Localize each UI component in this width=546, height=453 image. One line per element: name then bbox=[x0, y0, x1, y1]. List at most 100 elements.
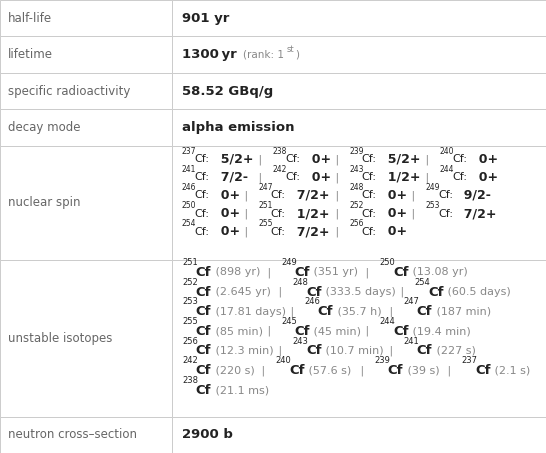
Text: Cf: Cf bbox=[195, 344, 211, 357]
Text: 254: 254 bbox=[414, 278, 430, 287]
Text: 249: 249 bbox=[281, 258, 296, 267]
Text: |: | bbox=[241, 190, 252, 201]
Bar bbox=[172, 0, 546, 36]
Text: 254: 254 bbox=[182, 219, 197, 228]
Text: Cf: Cf bbox=[295, 266, 310, 279]
Text: |: | bbox=[385, 306, 396, 317]
Text: |: | bbox=[256, 172, 266, 183]
Text: 247: 247 bbox=[258, 183, 273, 192]
Text: 0+: 0+ bbox=[470, 171, 498, 184]
Text: 0+: 0+ bbox=[212, 207, 240, 220]
Text: (2.645 yr): (2.645 yr) bbox=[211, 287, 270, 297]
Text: (19.4 min): (19.4 min) bbox=[410, 326, 471, 336]
Text: (227 s): (227 s) bbox=[432, 346, 476, 356]
Bar bbox=[0, 109, 172, 146]
Text: (35.7 h): (35.7 h) bbox=[334, 307, 381, 317]
Text: |: | bbox=[264, 326, 274, 337]
Text: |: | bbox=[332, 154, 342, 164]
Text: |: | bbox=[275, 346, 286, 356]
Text: Cf: Cf bbox=[295, 325, 310, 338]
Text: (333.5 days): (333.5 days) bbox=[322, 287, 396, 297]
Text: nuclear spin: nuclear spin bbox=[8, 196, 80, 209]
Text: Cf:: Cf: bbox=[361, 226, 377, 236]
Text: Cf:: Cf: bbox=[286, 173, 300, 183]
Text: 256: 256 bbox=[182, 337, 198, 346]
Text: (21.1 ms): (21.1 ms) bbox=[211, 385, 269, 395]
Text: Cf: Cf bbox=[306, 285, 322, 299]
Text: 0+: 0+ bbox=[379, 189, 407, 202]
Text: 242: 242 bbox=[182, 356, 198, 365]
Text: 240: 240 bbox=[275, 356, 291, 365]
Text: |: | bbox=[287, 306, 298, 317]
Text: lifetime: lifetime bbox=[8, 48, 53, 61]
Text: 1300 yr: 1300 yr bbox=[182, 48, 237, 61]
Text: (12.3 min): (12.3 min) bbox=[211, 346, 273, 356]
Text: 252: 252 bbox=[349, 201, 364, 210]
Text: |: | bbox=[264, 267, 274, 278]
Text: |: | bbox=[363, 267, 373, 278]
Text: (rank: 1: (rank: 1 bbox=[244, 50, 284, 60]
Text: 244: 244 bbox=[440, 165, 454, 174]
Text: 256: 256 bbox=[349, 219, 364, 228]
Text: 246: 246 bbox=[182, 183, 197, 192]
Text: 237: 237 bbox=[182, 147, 197, 156]
Bar bbox=[172, 260, 546, 417]
Text: (17.81 days): (17.81 days) bbox=[211, 307, 286, 317]
Text: unstable isotopes: unstable isotopes bbox=[8, 332, 112, 345]
Text: Cf: Cf bbox=[195, 384, 211, 396]
Text: 9/2-: 9/2- bbox=[455, 189, 491, 202]
Bar bbox=[0, 73, 172, 109]
Text: Cf:: Cf: bbox=[361, 208, 377, 218]
Text: Cf: Cf bbox=[195, 266, 211, 279]
Text: Cf:: Cf: bbox=[286, 154, 300, 164]
Text: |: | bbox=[332, 208, 342, 219]
Bar bbox=[172, 146, 546, 260]
Text: (898 yr): (898 yr) bbox=[211, 267, 260, 277]
Text: 0+: 0+ bbox=[302, 171, 331, 184]
Text: |: | bbox=[444, 365, 455, 376]
Text: Cf:: Cf: bbox=[361, 173, 377, 183]
Text: (60.5 days): (60.5 days) bbox=[444, 287, 511, 297]
Text: (187 min): (187 min) bbox=[432, 307, 491, 317]
Text: 253: 253 bbox=[425, 201, 440, 210]
Text: Cf: Cf bbox=[417, 344, 432, 357]
Bar bbox=[0, 260, 172, 417]
Text: Cf:: Cf: bbox=[271, 190, 286, 201]
Text: 242: 242 bbox=[273, 165, 287, 174]
Text: Cf:: Cf: bbox=[361, 190, 377, 201]
Text: 5/2+: 5/2+ bbox=[212, 153, 253, 166]
Text: 1/2+: 1/2+ bbox=[288, 207, 330, 220]
Text: |: | bbox=[363, 326, 373, 337]
Text: Cf:: Cf: bbox=[194, 154, 210, 164]
Text: 250: 250 bbox=[182, 201, 197, 210]
Text: neutron cross–section: neutron cross–section bbox=[8, 428, 137, 441]
Text: 251: 251 bbox=[182, 258, 198, 267]
Text: 901 yr: 901 yr bbox=[182, 12, 229, 25]
Bar bbox=[0, 0, 172, 36]
Text: Cf:: Cf: bbox=[453, 173, 467, 183]
Text: |: | bbox=[385, 346, 396, 356]
Text: Cf:: Cf: bbox=[194, 190, 210, 201]
Text: specific radioactivity: specific radioactivity bbox=[8, 85, 130, 97]
Text: 2900 b: 2900 b bbox=[182, 428, 233, 441]
Text: 255: 255 bbox=[182, 317, 198, 326]
Text: |: | bbox=[423, 154, 433, 164]
Text: Cf: Cf bbox=[428, 285, 444, 299]
Text: 7/2-: 7/2- bbox=[212, 171, 248, 184]
Bar bbox=[172, 109, 546, 146]
Text: 239: 239 bbox=[374, 356, 390, 365]
Text: (57.6 s): (57.6 s) bbox=[305, 366, 351, 376]
Text: 249: 249 bbox=[425, 183, 440, 192]
Text: Cf:: Cf: bbox=[271, 226, 286, 236]
Text: Cf:: Cf: bbox=[453, 154, 467, 164]
Text: 253: 253 bbox=[182, 297, 198, 306]
Text: ): ) bbox=[295, 50, 299, 60]
Text: 246: 246 bbox=[304, 297, 320, 306]
Text: |: | bbox=[408, 208, 419, 219]
Text: decay mode: decay mode bbox=[8, 121, 80, 134]
Text: (45 min): (45 min) bbox=[311, 326, 361, 336]
Text: (85 min): (85 min) bbox=[211, 326, 263, 336]
Text: (2.1 s): (2.1 s) bbox=[491, 366, 530, 376]
Text: 250: 250 bbox=[380, 258, 395, 267]
Text: Cf:: Cf: bbox=[194, 173, 210, 183]
